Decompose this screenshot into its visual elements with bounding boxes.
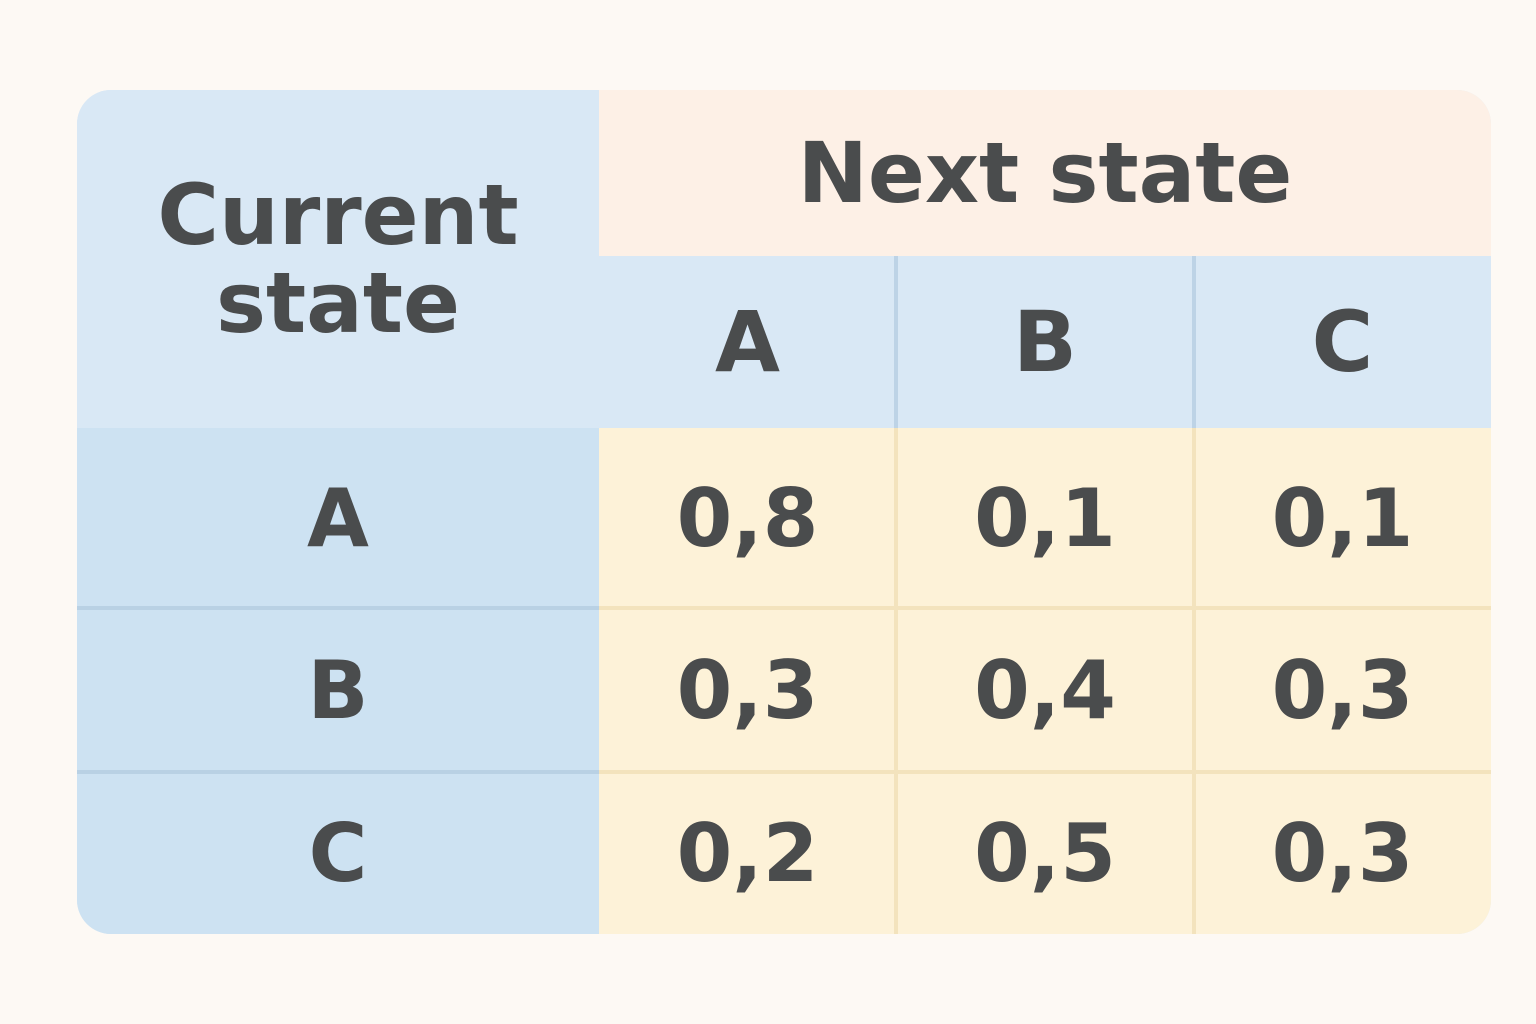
grid-divider [77, 606, 599, 610]
grid-divider [599, 770, 1491, 774]
table-cell: 0,1 [1194, 428, 1491, 608]
current-state-header: Current state [77, 90, 599, 428]
current-state-label-line1: Current [157, 166, 519, 264]
grid-divider [894, 256, 898, 428]
table-cell: 0,1 [896, 428, 1194, 608]
grid-divider [1192, 428, 1196, 934]
table-cell: 0,5 [896, 772, 1194, 934]
row-header-c: C [77, 772, 599, 934]
transition-matrix-table: Current state Next state A B C A 0,8 0,1… [77, 90, 1491, 934]
table-cell: 0,4 [896, 608, 1194, 772]
grid-divider [894, 428, 898, 934]
table-cell: 0,3 [599, 608, 896, 772]
table-cell: 0,3 [1194, 772, 1491, 934]
column-header-b: B [896, 256, 1194, 428]
next-state-header: Next state [599, 90, 1491, 256]
column-header-c: C [1194, 256, 1491, 428]
grid-divider [599, 606, 1491, 610]
grid-divider [1192, 256, 1196, 428]
grid-divider [77, 770, 599, 774]
table-cell: 0,2 [599, 772, 896, 934]
current-state-label-line2: state [216, 254, 460, 352]
row-header-b: B [77, 608, 599, 772]
row-header-a: A [77, 428, 599, 608]
table-cell: 0,3 [1194, 608, 1491, 772]
column-header-a: A [599, 256, 896, 428]
table-cell: 0,8 [599, 428, 896, 608]
